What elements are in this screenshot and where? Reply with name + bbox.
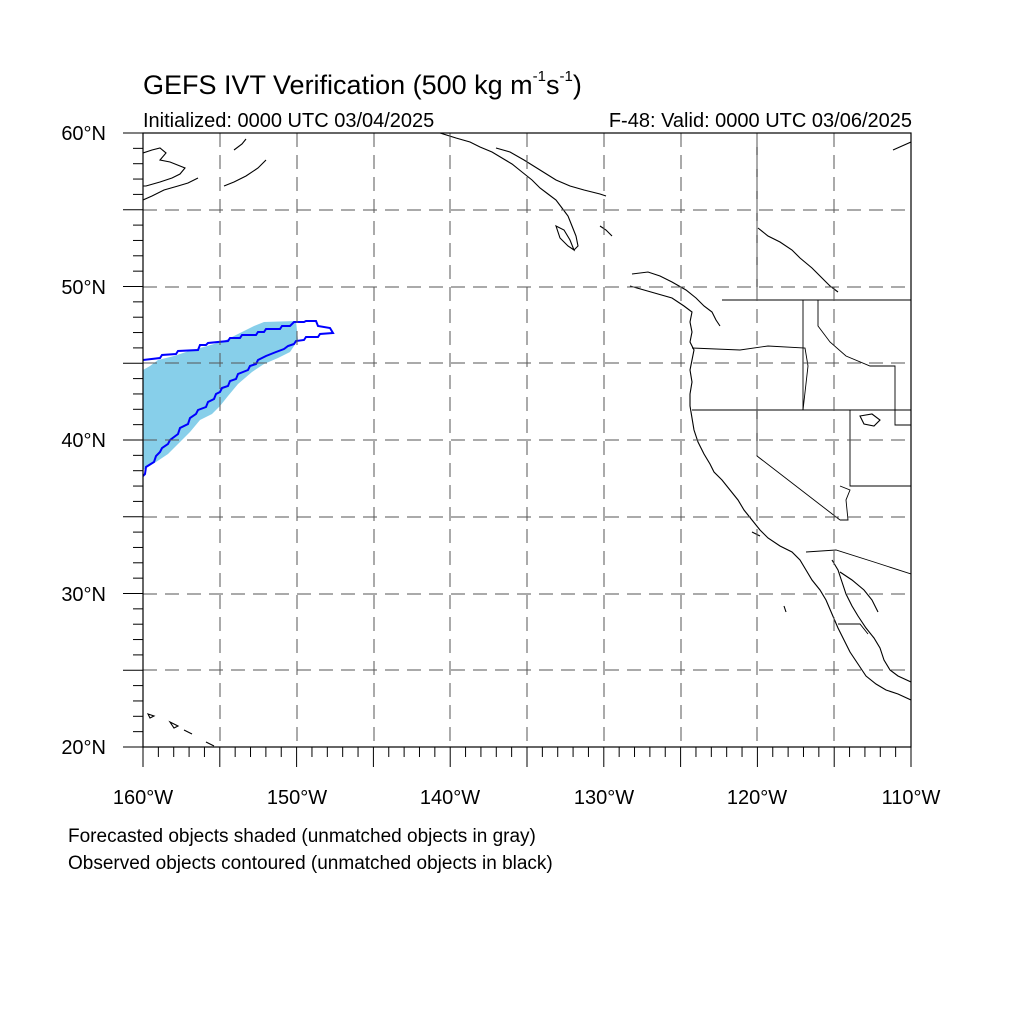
initialized-time: Initialized: 0000 UTC 03/04/2025 bbox=[143, 110, 435, 132]
coastlines bbox=[143, 133, 911, 747]
x-tick-label: 120°W bbox=[727, 787, 787, 809]
x-tick-label: 160°W bbox=[113, 787, 173, 809]
map-grid bbox=[143, 133, 911, 747]
legend-observed-note: Observed objects contoured (unmatched ob… bbox=[68, 853, 553, 874]
y-tick-label: 30°N bbox=[61, 584, 106, 606]
axis-ticks bbox=[123, 132, 912, 767]
forecast-ivt-object bbox=[143, 321, 298, 470]
legend-forecast-note: Forecasted objects shaded (unmatched obj… bbox=[68, 826, 536, 847]
y-tick-label: 50°N bbox=[61, 277, 106, 299]
y-axis-labels: 60°N 50°N 40°N 30°N 20°N bbox=[61, 123, 106, 759]
valid-time: F-48: Valid: 0000 UTC 03/06/2025 bbox=[608, 110, 912, 132]
x-tick-label: 110°W bbox=[882, 787, 941, 809]
y-tick-label: 20°N bbox=[61, 737, 106, 759]
observed-ivt-contour bbox=[143, 320, 335, 477]
state-boundaries bbox=[691, 133, 911, 635]
x-tick-label: 140°W bbox=[420, 787, 480, 809]
map-title: GEFS IVT Verification (500 kg m-1s-1) bbox=[143, 68, 582, 100]
x-tick-label: 150°W bbox=[267, 787, 327, 809]
y-tick-label: 40°N bbox=[61, 430, 106, 452]
x-axis-labels: 160°W 150°W 140°W 130°W 120°W 110°W bbox=[113, 787, 941, 809]
map-content bbox=[143, 133, 911, 747]
x-tick-label: 130°W bbox=[574, 787, 634, 809]
y-tick-label: 60°N bbox=[61, 123, 106, 145]
